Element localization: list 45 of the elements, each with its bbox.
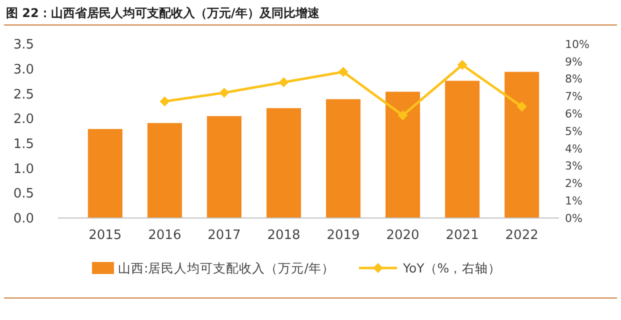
y-tick-label: 3.5	[13, 38, 34, 53]
chart-title: 图 22：山西省居民人均可支配收入（万元/年）及同比增速	[6, 6, 320, 20]
point	[457, 60, 468, 70]
legend-label: YoY（%，右轴）	[402, 260, 502, 276]
x-tick-label: 2016	[148, 228, 182, 243]
x-tick-label: 2015	[88, 228, 122, 243]
x-tick-label: 2022	[505, 228, 538, 243]
bar	[326, 99, 361, 218]
x-tick-label: 2017	[208, 228, 241, 243]
point	[516, 102, 527, 112]
y2-tick-label: 10%	[565, 38, 590, 51]
point	[338, 66, 348, 77]
y-tick-label: 0.0	[13, 212, 34, 227]
x-tick-label: 2019	[326, 228, 360, 243]
point	[219, 88, 230, 98]
y-tick-label: 2.5	[13, 87, 34, 102]
bar	[386, 92, 420, 218]
y-tick-label: 1.0	[13, 162, 34, 177]
y2-tick-label: 2%	[565, 177, 582, 190]
point	[398, 110, 408, 120]
y2-tick-label: 5%	[565, 124, 582, 138]
x-tick-label: 2020	[386, 228, 420, 243]
y-tick-label: 1.5	[13, 136, 34, 152]
y2-tick-label: 3%	[565, 160, 582, 173]
point	[160, 96, 170, 106]
y2-tick-label: 1%	[565, 194, 582, 208]
y-tick-label: 3.0	[13, 62, 34, 78]
bar	[445, 80, 480, 218]
bar	[147, 123, 182, 218]
y2-tick-label: 9%	[565, 55, 582, 68]
x-tick-label: 2018	[267, 228, 300, 243]
y-tick-label: 0.5	[13, 186, 34, 202]
x-tick-label: 2021	[446, 228, 479, 243]
y2-tick-label: 0%	[565, 212, 582, 225]
y2-tick-label: 8%	[565, 72, 582, 86]
bar	[266, 108, 301, 218]
point	[278, 77, 289, 88]
y2-tick-label: 7%	[565, 90, 582, 104]
y2-tick-label: 4%	[565, 142, 582, 156]
legend-label: 山西:居民人均可支配收入（万元/年）	[118, 260, 334, 276]
y-tick-label: 2.0	[13, 112, 34, 128]
y2-tick-label: 6%	[565, 107, 582, 120]
bar	[206, 116, 242, 218]
bar	[504, 72, 540, 218]
bar	[88, 129, 122, 218]
